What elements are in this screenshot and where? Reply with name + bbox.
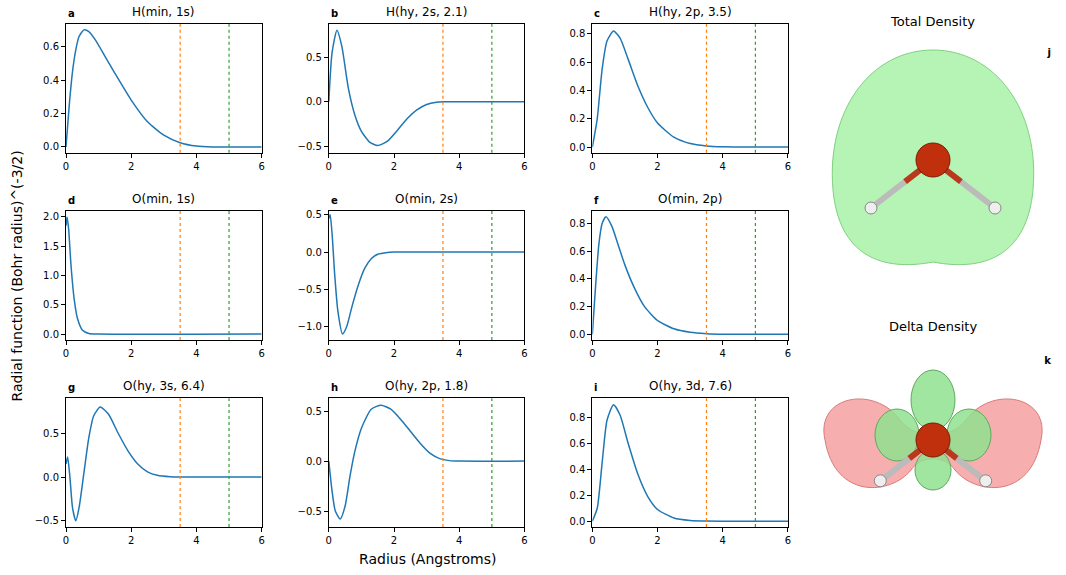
svg-text:0.2: 0.2 bbox=[569, 301, 585, 312]
svg-text:2.0: 2.0 bbox=[43, 211, 59, 222]
svg-text:0: 0 bbox=[589, 348, 595, 359]
svg-text:6: 6 bbox=[258, 348, 264, 359]
svg-text:0: 0 bbox=[589, 535, 595, 546]
svg-text:0.5: 0.5 bbox=[43, 299, 59, 310]
svg-text:2: 2 bbox=[391, 535, 397, 546]
svg-text:0: 0 bbox=[63, 348, 69, 359]
svg-text:0.4: 0.4 bbox=[569, 85, 585, 96]
svg-text:H(min, 1s): H(min, 1s) bbox=[132, 5, 195, 19]
svg-text:0.5: 0.5 bbox=[306, 52, 322, 63]
svg-text:0.6: 0.6 bbox=[569, 438, 585, 449]
svg-text:4: 4 bbox=[720, 535, 726, 546]
svg-text:2: 2 bbox=[654, 161, 660, 172]
svg-text:0.2: 0.2 bbox=[569, 113, 585, 124]
svg-text:O(min, 2s): O(min, 2s) bbox=[395, 192, 458, 206]
svg-text:0.5: 0.5 bbox=[306, 209, 322, 220]
svg-text:−0.5: −0.5 bbox=[298, 284, 322, 295]
svg-text:0.4: 0.4 bbox=[43, 75, 59, 86]
svg-text:6: 6 bbox=[785, 161, 791, 172]
svg-text:6: 6 bbox=[785, 535, 791, 546]
svg-text:0.0: 0.0 bbox=[569, 329, 585, 340]
svg-text:0.0: 0.0 bbox=[306, 96, 322, 107]
svg-text:Total Density: Total Density bbox=[890, 14, 975, 29]
svg-text:O(hy, 3s, 6.4): O(hy, 3s, 6.4) bbox=[123, 379, 205, 393]
svg-text:4: 4 bbox=[720, 161, 726, 172]
svg-text:−0.5: −0.5 bbox=[298, 141, 322, 152]
svg-text:4: 4 bbox=[720, 348, 726, 359]
svg-text:0: 0 bbox=[326, 161, 332, 172]
svg-text:4: 4 bbox=[193, 535, 199, 546]
svg-text:k: k bbox=[1044, 355, 1051, 366]
svg-text:2: 2 bbox=[128, 348, 134, 359]
svg-text:0.8: 0.8 bbox=[569, 28, 585, 39]
svg-text:4: 4 bbox=[456, 348, 462, 359]
svg-text:0.6: 0.6 bbox=[43, 41, 59, 52]
svg-text:−0.5: −0.5 bbox=[35, 515, 59, 526]
svg-text:0: 0 bbox=[63, 161, 69, 172]
svg-text:0.5: 0.5 bbox=[306, 406, 322, 417]
svg-text:O(min, 1s): O(min, 1s) bbox=[132, 192, 195, 206]
svg-text:0.0: 0.0 bbox=[569, 516, 585, 527]
svg-text:j: j bbox=[1047, 47, 1051, 58]
svg-text:Radial function (Bohr radius)^: Radial function (Bohr radius)^(-3/2) bbox=[9, 150, 25, 401]
svg-text:b: b bbox=[331, 8, 338, 19]
svg-text:0.0: 0.0 bbox=[43, 329, 59, 340]
svg-text:d: d bbox=[68, 195, 75, 206]
svg-text:H(hy, 2p, 3.5): H(hy, 2p, 3.5) bbox=[649, 5, 732, 19]
svg-text:−0.5: −0.5 bbox=[298, 506, 322, 517]
svg-text:Radius (Angstroms): Radius (Angstroms) bbox=[359, 551, 496, 567]
svg-text:0.0: 0.0 bbox=[43, 141, 59, 152]
svg-text:2: 2 bbox=[654, 535, 660, 546]
svg-text:4: 4 bbox=[456, 161, 462, 172]
svg-text:6: 6 bbox=[258, 161, 264, 172]
svg-text:6: 6 bbox=[521, 348, 527, 359]
svg-text:2: 2 bbox=[128, 535, 134, 546]
svg-text:0.8: 0.8 bbox=[569, 412, 585, 423]
svg-text:0: 0 bbox=[326, 348, 332, 359]
svg-text:0.5: 0.5 bbox=[43, 428, 59, 439]
svg-text:1.0: 1.0 bbox=[43, 270, 59, 281]
svg-text:4: 4 bbox=[456, 535, 462, 546]
svg-text:0.0: 0.0 bbox=[306, 247, 322, 258]
svg-text:i: i bbox=[594, 382, 597, 393]
svg-text:2: 2 bbox=[391, 161, 397, 172]
svg-text:6: 6 bbox=[521, 535, 527, 546]
svg-text:4: 4 bbox=[193, 161, 199, 172]
svg-text:c: c bbox=[594, 8, 600, 19]
svg-text:0: 0 bbox=[326, 535, 332, 546]
svg-text:e: e bbox=[331, 195, 338, 206]
svg-text:6: 6 bbox=[521, 161, 527, 172]
svg-text:h: h bbox=[331, 382, 338, 393]
svg-text:6: 6 bbox=[785, 348, 791, 359]
svg-text:O(min, 2p): O(min, 2p) bbox=[658, 192, 722, 206]
svg-text:O(hy, 3d, 7.6): O(hy, 3d, 7.6) bbox=[649, 379, 732, 393]
svg-text:−1.0: −1.0 bbox=[298, 321, 322, 332]
svg-text:g: g bbox=[68, 382, 75, 393]
svg-text:0.4: 0.4 bbox=[569, 273, 585, 284]
svg-text:1.5: 1.5 bbox=[43, 241, 59, 252]
svg-text:H(hy, 2s, 2.1): H(hy, 2s, 2.1) bbox=[386, 5, 467, 19]
svg-text:0: 0 bbox=[63, 535, 69, 546]
svg-text:O(hy, 2p, 1.8): O(hy, 2p, 1.8) bbox=[385, 379, 468, 393]
svg-text:f: f bbox=[594, 195, 599, 206]
svg-text:Delta Density: Delta Density bbox=[889, 319, 978, 334]
svg-text:0.6: 0.6 bbox=[569, 246, 585, 257]
svg-text:0.6: 0.6 bbox=[569, 57, 585, 68]
svg-text:0.2: 0.2 bbox=[43, 108, 59, 119]
svg-text:2: 2 bbox=[654, 348, 660, 359]
svg-text:0.0: 0.0 bbox=[306, 456, 322, 467]
svg-text:0.4: 0.4 bbox=[569, 464, 585, 475]
svg-text:0.8: 0.8 bbox=[569, 218, 585, 229]
svg-text:0.0: 0.0 bbox=[43, 472, 59, 483]
svg-text:0.0: 0.0 bbox=[569, 142, 585, 153]
svg-text:a: a bbox=[68, 8, 75, 19]
svg-text:2: 2 bbox=[391, 348, 397, 359]
svg-text:2: 2 bbox=[128, 161, 134, 172]
svg-text:6: 6 bbox=[258, 535, 264, 546]
svg-text:0.2: 0.2 bbox=[569, 490, 585, 501]
svg-text:4: 4 bbox=[193, 348, 199, 359]
svg-text:0: 0 bbox=[589, 161, 595, 172]
